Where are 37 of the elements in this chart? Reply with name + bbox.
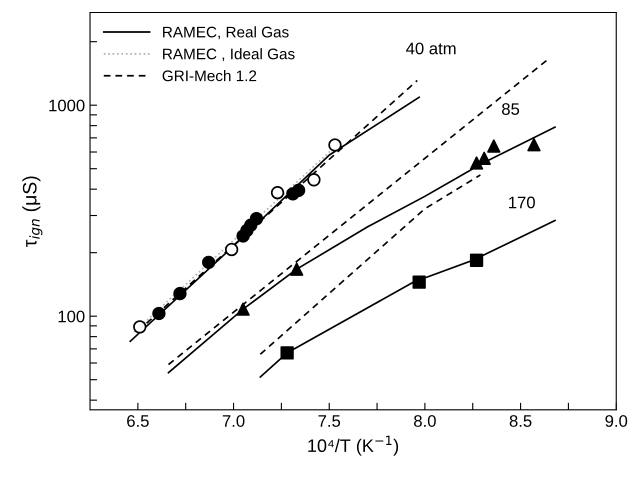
x-tick-label: 9.0 <box>605 415 628 427</box>
point <box>487 139 500 153</box>
legend-label: RAMEC , Ideal Gas <box>163 48 295 62</box>
annotation: 85 <box>502 103 520 115</box>
point <box>292 184 306 197</box>
point <box>202 256 216 269</box>
line-series <box>168 126 556 374</box>
point <box>280 346 294 360</box>
line-series <box>259 220 556 378</box>
x-tick-label: 7.0 <box>222 415 244 427</box>
legend-label: RAMEC, Real Gas <box>163 26 289 40</box>
point <box>173 286 187 300</box>
point <box>328 138 342 152</box>
y-tick-label: 1000 <box>49 100 85 112</box>
point <box>470 156 484 170</box>
point <box>412 276 426 289</box>
x-tick-label: 7.5 <box>318 415 340 427</box>
y-tick-label: 100 <box>58 310 85 322</box>
x-tick-label: 6.5 <box>127 415 149 427</box>
x-tick-label: 8.0 <box>414 415 436 427</box>
legend-label: GRI-Mech 1.2 <box>162 70 256 82</box>
x-tick-label: 8.5 <box>510 415 532 427</box>
point <box>478 152 491 165</box>
point <box>470 254 484 267</box>
x-axis-title: 10⁴/T (K$^{−1}$) <box>308 436 398 456</box>
point <box>290 262 304 276</box>
point <box>236 302 250 316</box>
point <box>152 306 166 320</box>
y-axis-title: τ$_{ign}$ (μS) <box>22 176 42 247</box>
point <box>224 242 238 256</box>
point <box>307 173 321 186</box>
point <box>250 212 264 226</box>
point <box>133 320 146 334</box>
point <box>527 138 541 152</box>
annotation: 170 <box>509 196 535 208</box>
annotation: 40 atm <box>406 42 456 54</box>
point <box>270 186 284 200</box>
